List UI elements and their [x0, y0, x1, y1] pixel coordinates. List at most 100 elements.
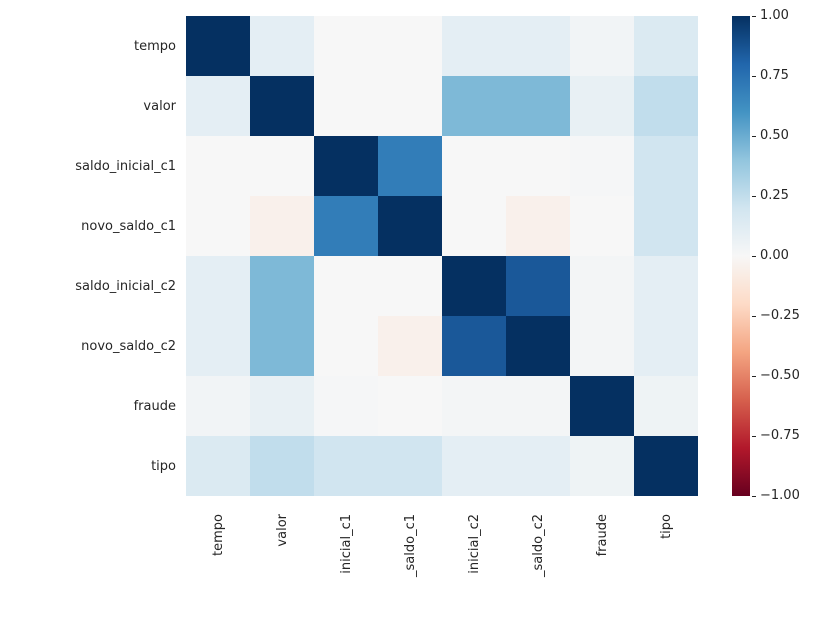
heatmap-cell: [506, 196, 570, 256]
heatmap-cell: [250, 76, 314, 136]
colorbar-tick: [752, 256, 756, 257]
heatmap-cell: [442, 256, 506, 316]
heatmap-cell: [506, 376, 570, 436]
y-tick-label: tipo: [0, 436, 176, 496]
heatmap-cell: [186, 136, 250, 196]
heatmap-cell: [506, 436, 570, 496]
heatmap-cell: [570, 136, 634, 196]
heatmap-cell: [570, 16, 634, 76]
heatmap-cell: [314, 76, 378, 136]
colorbar-tick-label: −0.75: [760, 428, 800, 443]
heatmap-cell: [186, 376, 250, 436]
colorbar-gradient: [732, 16, 750, 496]
heatmap-cell: [634, 76, 698, 136]
heatmap-cell: [250, 196, 314, 256]
colorbar-tick: [752, 496, 756, 497]
colorbar-tick-label: 1.00: [760, 8, 789, 23]
y-tick-label: saldo_inicial_c2: [0, 256, 176, 316]
heatmap-cell: [186, 76, 250, 136]
heatmap-cell: [186, 316, 250, 376]
colorbar-tick-label: 0.50: [760, 128, 789, 143]
colorbar-tick-label: 0.00: [760, 248, 789, 263]
heatmap-cell: [442, 376, 506, 436]
heatmap-cell: [506, 16, 570, 76]
heatmap-cell: [634, 256, 698, 316]
heatmap-cell: [314, 376, 378, 436]
correlation-heatmap-figure: tempovalorsaldo_inicial_c1novo_saldo_c1s…: [0, 0, 837, 619]
heatmap-cell: [506, 316, 570, 376]
x-tick-label: _saldo_c1: [402, 514, 418, 634]
x-tick-label: inicial_c2: [466, 514, 482, 634]
heatmap-cell: [314, 136, 378, 196]
heatmap-cell: [570, 196, 634, 256]
colorbar-tick: [752, 436, 756, 437]
colorbar-tick: [752, 16, 756, 17]
y-tick-label: tempo: [0, 16, 176, 76]
colorbar-tick: [752, 136, 756, 137]
x-tick-label: fraude: [594, 514, 610, 634]
heatmap-cell: [442, 316, 506, 376]
colorbar: [732, 16, 750, 496]
heatmap-cell: [442, 196, 506, 256]
heatmap-cell: [186, 16, 250, 76]
heatmap-cell: [314, 196, 378, 256]
heatmap-cell: [250, 316, 314, 376]
heatmap-cell: [250, 16, 314, 76]
heatmap-cell: [314, 436, 378, 496]
heatmap-cell: [186, 196, 250, 256]
y-tick-label: valor: [0, 76, 176, 136]
y-tick-label: saldo_inicial_c1: [0, 136, 176, 196]
colorbar-tick-label: −0.25: [760, 308, 800, 323]
heatmap-cell: [442, 76, 506, 136]
colorbar-tick: [752, 76, 756, 77]
heatmap-cell: [634, 376, 698, 436]
heatmap-cell: [186, 256, 250, 316]
heatmap-cell: [378, 316, 442, 376]
y-tick-label: novo_saldo_c2: [0, 316, 176, 376]
heatmap-cell: [634, 136, 698, 196]
heatmap-cell: [378, 196, 442, 256]
heatmap-grid: [186, 16, 698, 496]
y-tick-label: novo_saldo_c1: [0, 196, 176, 256]
x-tick-label: inicial_c1: [338, 514, 354, 634]
heatmap-cell: [250, 376, 314, 436]
heatmap-cell: [378, 76, 442, 136]
heatmap-cell: [378, 436, 442, 496]
heatmap-cell: [634, 196, 698, 256]
heatmap-cell: [506, 136, 570, 196]
heatmap-cell: [250, 136, 314, 196]
x-tick-label: tipo: [658, 514, 674, 634]
colorbar-tick-label: −1.00: [760, 488, 800, 503]
colorbar-tick-label: −0.50: [760, 368, 800, 383]
colorbar-tick: [752, 196, 756, 197]
heatmap-cell: [250, 256, 314, 316]
colorbar-tick-label: 0.25: [760, 188, 789, 203]
heatmap-cell: [570, 76, 634, 136]
heatmap-cell: [634, 316, 698, 376]
heatmap-cell: [314, 256, 378, 316]
x-tick-label: tempo: [210, 514, 226, 634]
heatmap-cell: [378, 376, 442, 436]
heatmap-cell: [570, 376, 634, 436]
heatmap-cell: [634, 436, 698, 496]
heatmap-cell: [250, 436, 314, 496]
heatmap-cell: [378, 136, 442, 196]
heatmap-cell: [634, 16, 698, 76]
x-tick-label: _saldo_c2: [530, 514, 546, 634]
colorbar-tick: [752, 376, 756, 377]
colorbar-tick: [752, 316, 756, 317]
heatmap-cell: [186, 436, 250, 496]
heatmap-cell: [442, 136, 506, 196]
heatmap-cell: [378, 256, 442, 316]
colorbar-tick-label: 0.75: [760, 68, 789, 83]
heatmap-area: [186, 16, 698, 496]
heatmap-cell: [570, 316, 634, 376]
heatmap-cell: [442, 16, 506, 76]
heatmap-cell: [378, 16, 442, 76]
heatmap-cell: [570, 436, 634, 496]
heatmap-cell: [506, 256, 570, 316]
heatmap-cell: [442, 436, 506, 496]
y-tick-label: fraude: [0, 376, 176, 436]
heatmap-cell: [570, 256, 634, 316]
heatmap-cell: [314, 316, 378, 376]
